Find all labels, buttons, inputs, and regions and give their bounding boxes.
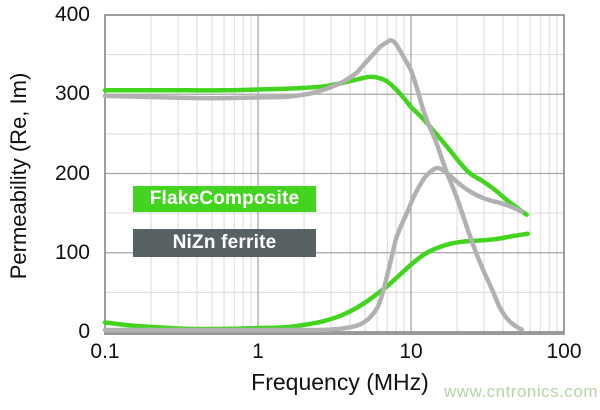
y-axis-title: Permeability (Re, Im) <box>6 72 31 280</box>
curve-nizn-ferrite-re <box>102 38 525 332</box>
x-tick-label: 10 <box>399 340 423 363</box>
x-tick-label: 1 <box>252 340 264 363</box>
y-tick-label: 400 <box>54 3 90 26</box>
legend-item-nizn-ferrite: NiZn ferrite <box>133 229 316 257</box>
curve-nizn-ferrite-im <box>102 165 525 333</box>
y-tick-label: 300 <box>54 82 90 106</box>
legend-label-flakecomposite: FlakeComposite <box>149 188 300 209</box>
y-tick-label: 200 <box>54 161 90 185</box>
curve-flakecomposite-re <box>102 74 529 217</box>
x-axis-title: Frequency (MHz) <box>251 369 429 395</box>
watermark-text: www.cntronics.com <box>444 382 598 401</box>
y-tick-label: 0 <box>78 320 90 343</box>
legend-item-flakecomposite: FlakeComposite <box>133 186 316 212</box>
y-tick-label: 100 <box>54 240 90 264</box>
x-tick-label: 100 <box>546 340 582 363</box>
x-tick-label: 0.1 <box>90 340 120 363</box>
legend-label-nizn-ferrite: NiZn ferrite <box>172 232 277 253</box>
